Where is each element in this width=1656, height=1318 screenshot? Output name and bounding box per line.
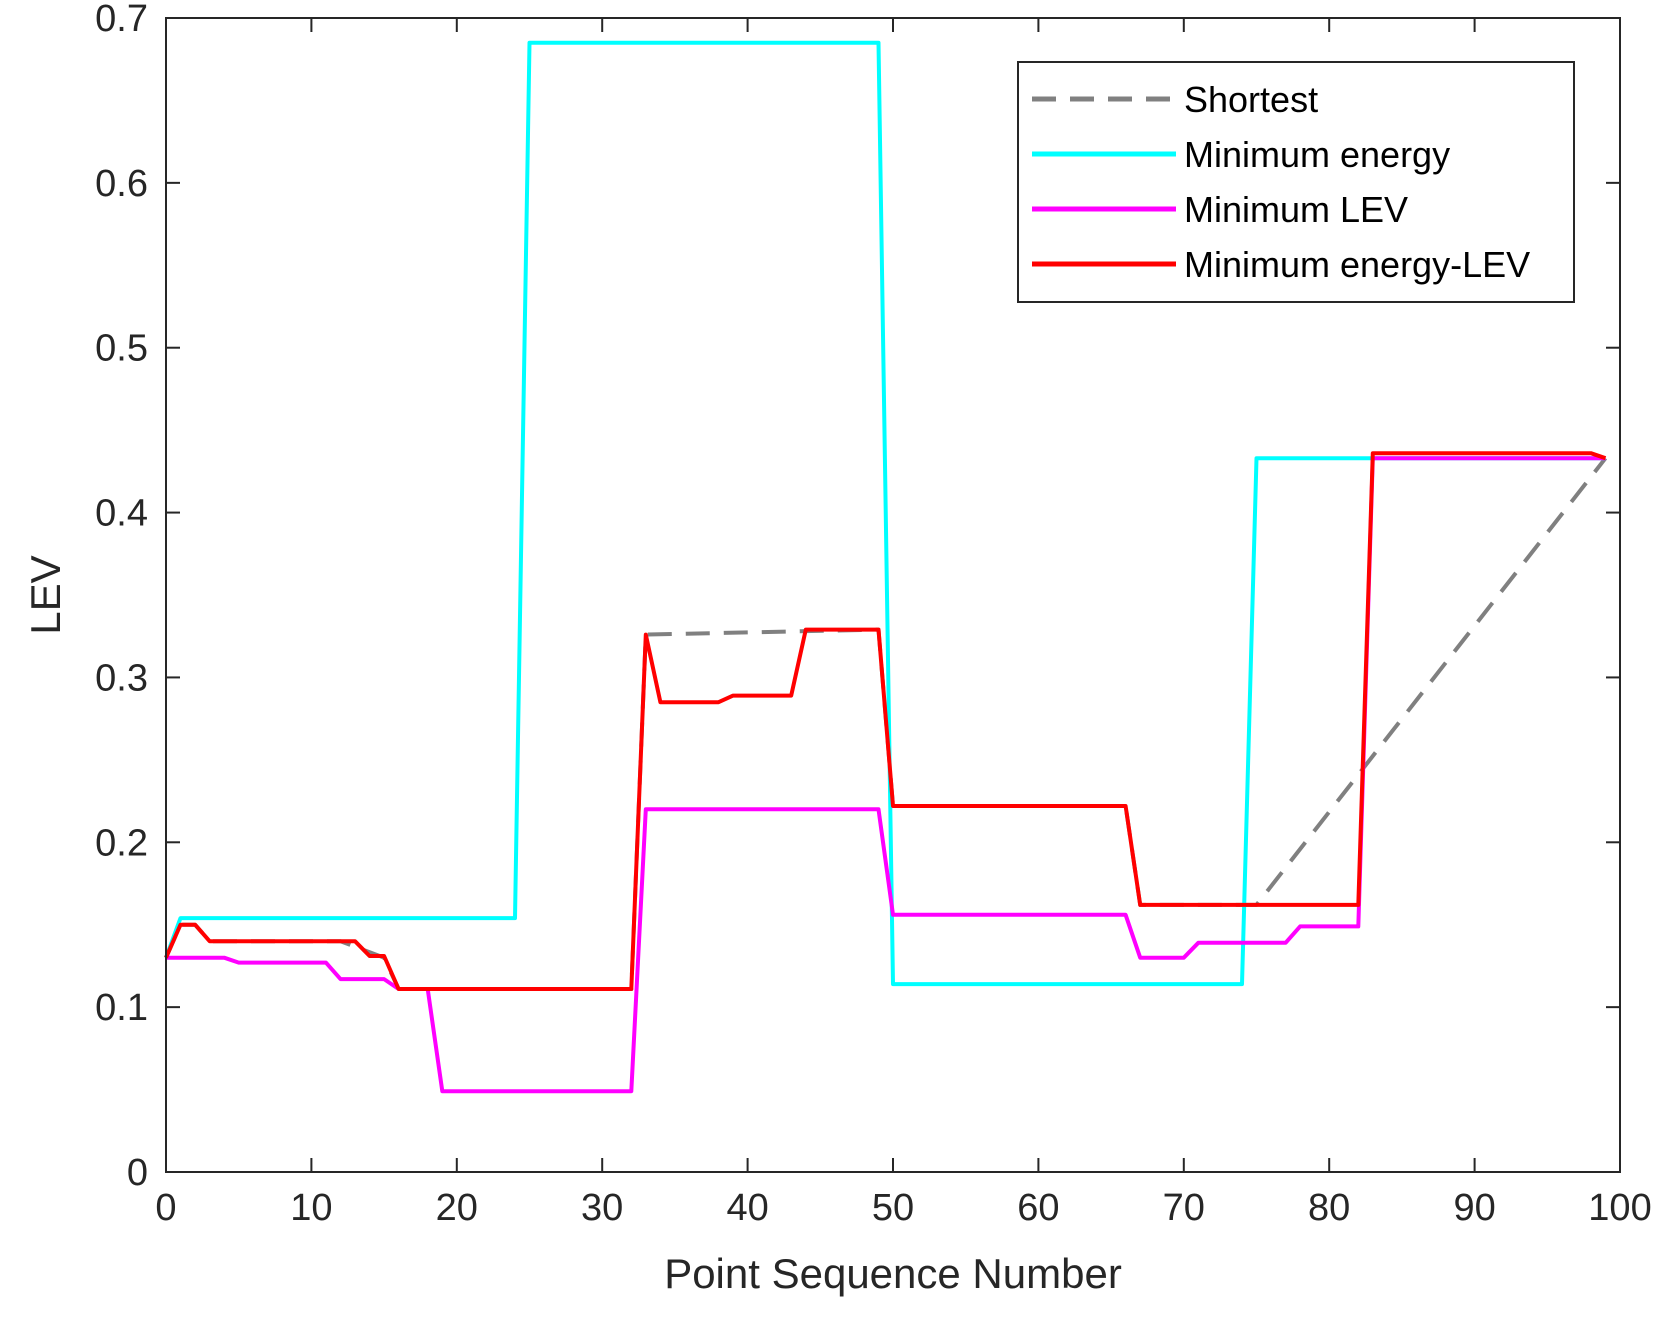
series-line-minimum-lev <box>166 456 1606 1094</box>
x-tick-label: 70 <box>1163 1187 1205 1229</box>
x-tick-label: 100 <box>1588 1187 1651 1229</box>
legend: Shortest Minimum energy Minimum LEV Minimum… <box>1017 61 1575 303</box>
y-axis-title: LEV <box>22 555 69 634</box>
y-tick-label: 0 <box>127 1152 148 1194</box>
y-tick-label: 0.6 <box>95 163 148 205</box>
legend-label: Shortest <box>1184 79 1318 120</box>
x-tick-label: 30 <box>581 1187 623 1229</box>
x-tick-label: 90 <box>1453 1187 1495 1229</box>
y-tick-label: 0.3 <box>95 657 148 699</box>
x-axis: 0 10 20 30 40 50 60 70 80 90 100 <box>155 18 1652 1229</box>
x-axis-title: Point Sequence Number <box>664 1250 1122 1297</box>
y-tick-label: 0.4 <box>95 493 148 535</box>
series-layer <box>164 40 1608 1094</box>
x-tick-label: 50 <box>872 1187 914 1229</box>
y-tick-label: 0.2 <box>95 822 148 864</box>
x-tick-label: 80 <box>1308 1187 1350 1229</box>
legend-label: Minimum LEV <box>1184 189 1408 230</box>
x-tick-label: 60 <box>1017 1187 1059 1229</box>
x-tick-label: 10 <box>290 1187 332 1229</box>
legend-label: Minimum energy-LEV <box>1184 244 1530 285</box>
y-tick-label: 0.7 <box>95 0 148 40</box>
x-tick-label: 40 <box>726 1187 768 1229</box>
y-axis: 0 0.1 0.2 0.3 0.4 0.5 0.6 0.7 <box>95 0 1620 1194</box>
y-tick-label: 0.5 <box>95 328 148 370</box>
y-tick-label: 0.1 <box>95 987 148 1029</box>
legend-label: Minimum energy <box>1184 134 1450 175</box>
x-tick-label: 0 <box>155 1187 176 1229</box>
series-line-minimum-energy <box>164 40 1606 987</box>
series-line-minimum-energy-lev <box>164 451 1607 991</box>
x-tick-label: 20 <box>436 1187 478 1229</box>
